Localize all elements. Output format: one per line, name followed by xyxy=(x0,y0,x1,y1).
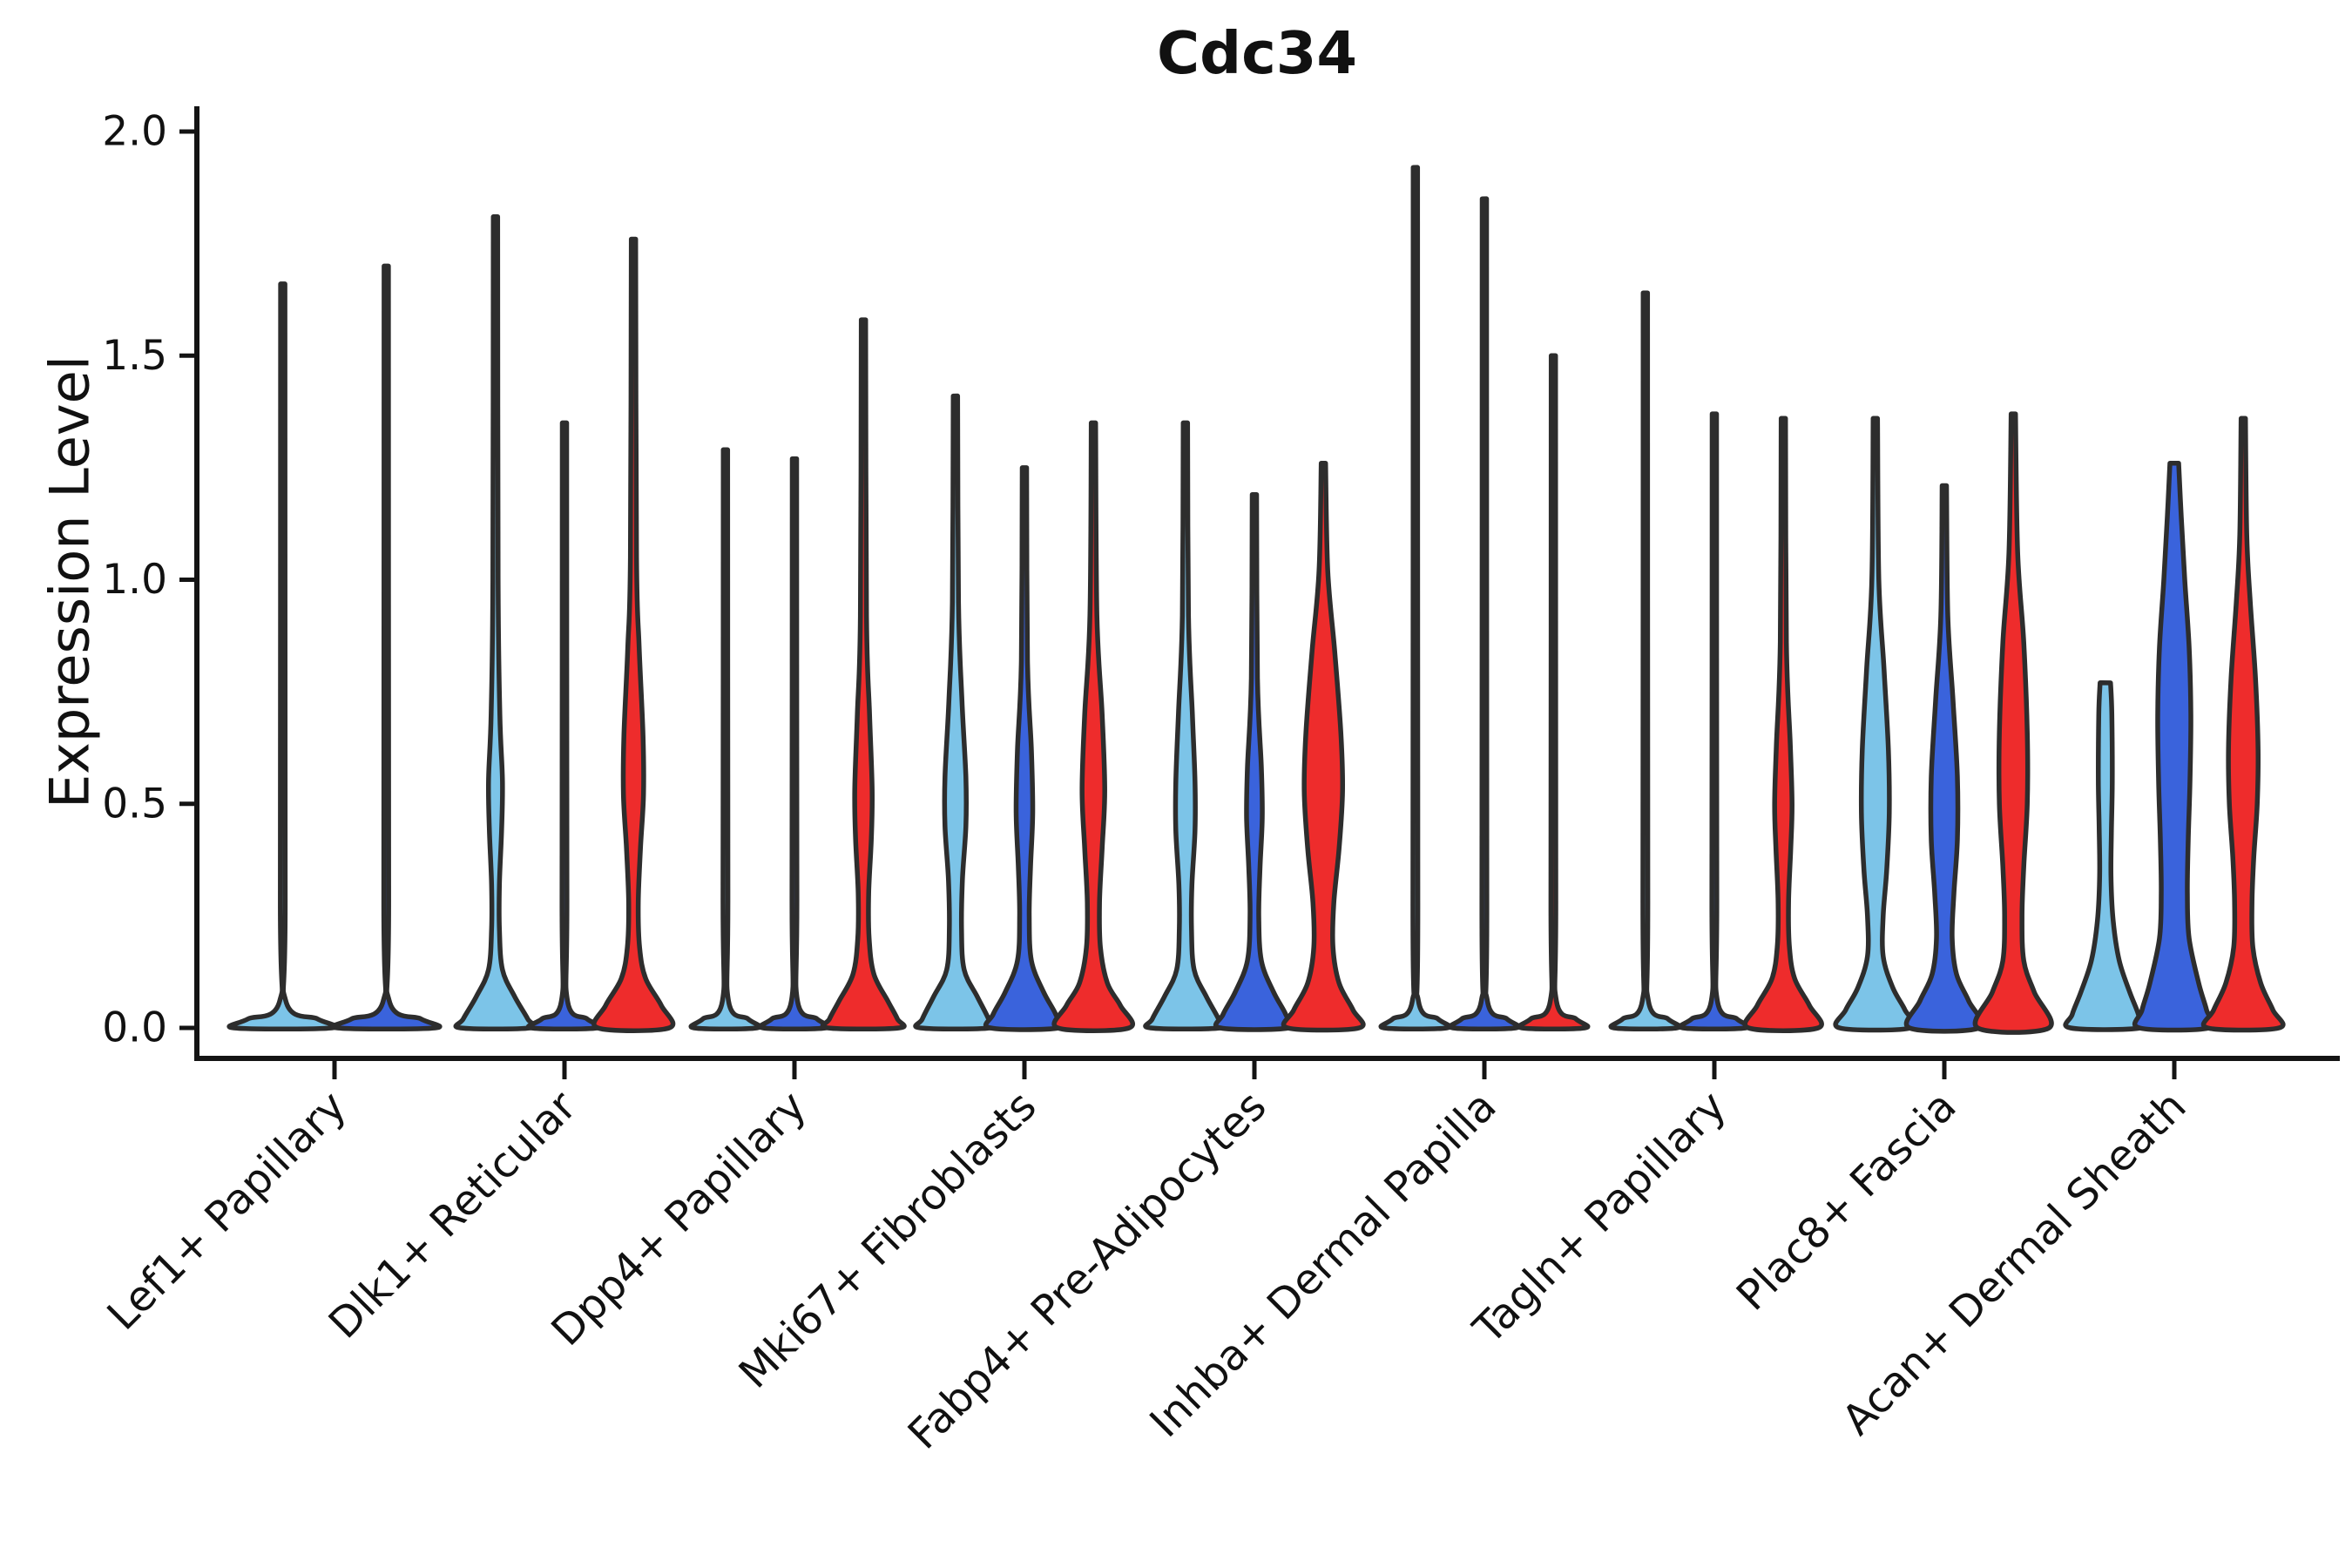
y-tick-label-0.5: 0.5 xyxy=(102,780,167,828)
violin-mki67-fibroblasts-2 xyxy=(983,465,1066,1032)
violin-fabp4-pre-adipocytes-1 xyxy=(1143,420,1228,1032)
violin-dpp4-papillary-2 xyxy=(757,456,832,1032)
violin-mki67-fibroblasts-3 xyxy=(1051,420,1135,1033)
violin-plac8-fascia-3 xyxy=(1972,411,2054,1035)
violin-fabp4-pre-adipocytes-2 xyxy=(1213,491,1296,1032)
violin-lef1-papillary-1 xyxy=(226,281,339,1032)
x-tick-label-dlk1-reticular: Dlk1+ Reticular xyxy=(320,1082,586,1348)
violin-acan-dermal-sheath-1 xyxy=(2063,680,2148,1032)
violin-tagln-papillary-3 xyxy=(1742,416,1824,1033)
violin-fabp4-pre-adipocytes-3 xyxy=(1281,460,1366,1033)
chart-title: Cdc34 xyxy=(1156,19,1358,87)
y-tick-label-2.0: 2.0 xyxy=(102,108,167,156)
violin-dlk1-reticular-2 xyxy=(525,420,604,1032)
violin-mki67-fibroblasts-1 xyxy=(913,393,998,1032)
violin-inhba-dermal-papilla-1 xyxy=(1378,165,1453,1032)
violin-tagln-papillary-1 xyxy=(1608,290,1683,1032)
violin-dlk1-reticular-3 xyxy=(591,236,676,1033)
x-tick-label-lef1-papillary: Lef1+ Papillary xyxy=(98,1082,356,1340)
violin-tagln-papillary-2 xyxy=(1677,411,1752,1032)
y-tick-label-1.5: 1.5 xyxy=(102,332,167,380)
violin-dlk1-reticular-1 xyxy=(453,214,538,1032)
x-tick-label-plac8-fascia: Plac8+ Fascia xyxy=(1727,1082,1966,1321)
y-tick-label-1.0: 1.0 xyxy=(102,556,167,604)
violin-plac8-fascia-2 xyxy=(1903,483,1985,1034)
violin-inhba-dermal-papilla-2 xyxy=(1447,196,1522,1032)
violin-inhba-dermal-papilla-3 xyxy=(1516,353,1591,1032)
violin-acan-dermal-sheath-2 xyxy=(2132,460,2216,1033)
violin-dpp4-papillary-3 xyxy=(820,317,907,1032)
x-tick-label-dpp4-papillary: Dpp4+ Papillary xyxy=(542,1082,815,1355)
violin-acan-dermal-sheath-3 xyxy=(2200,416,2286,1033)
y-tick-label-0.0: 0.0 xyxy=(102,1004,167,1052)
x-tick-label-tagln-papillary: Tagln+ Papillary xyxy=(1463,1082,1735,1354)
violin-lef1-papillary-2 xyxy=(330,263,443,1032)
violin-plac8-fascia-1 xyxy=(1833,416,1918,1033)
violin-dpp4-papillary-1 xyxy=(688,447,763,1032)
